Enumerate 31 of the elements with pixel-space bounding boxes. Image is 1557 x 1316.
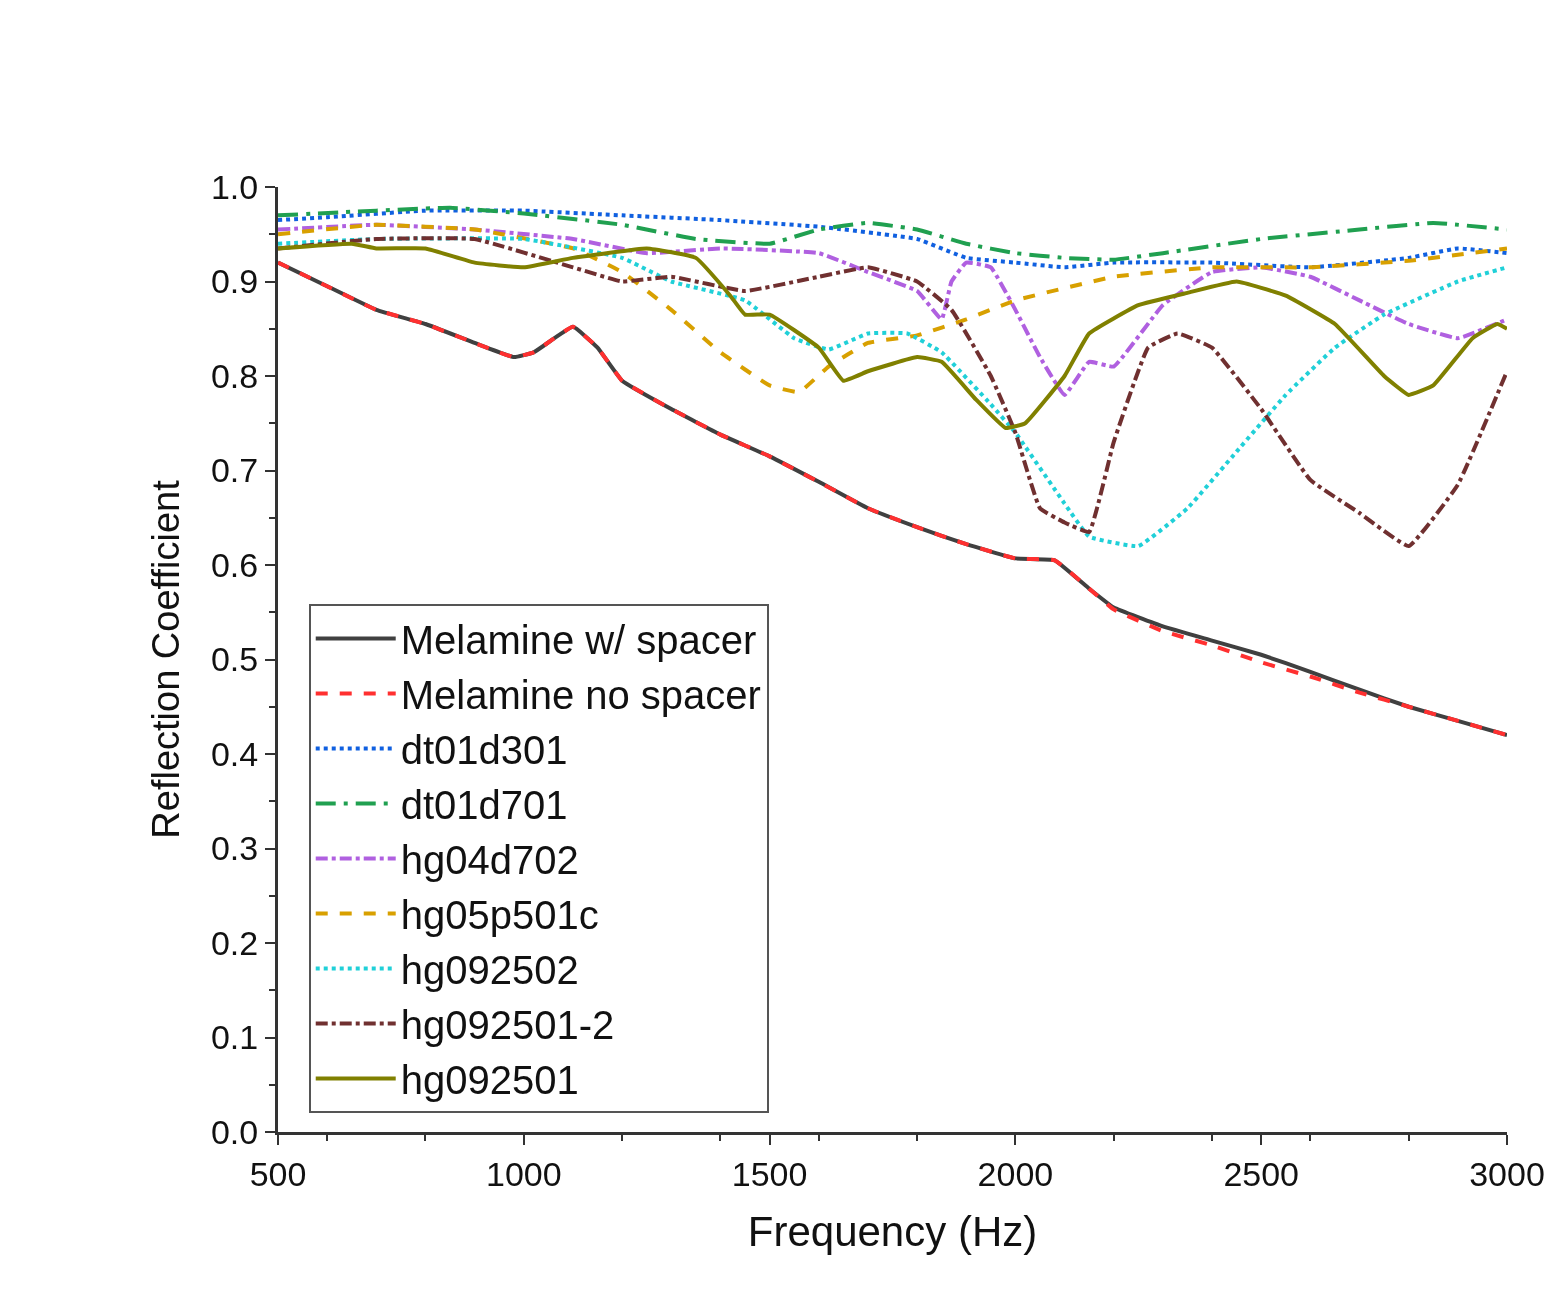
x-tick-label: 2500 <box>1223 1154 1300 1193</box>
legend-label: hg092502 <box>400 948 579 993</box>
y-tick-label: 0.4 <box>210 734 259 773</box>
legend-label: hg092501-2 <box>400 1003 615 1048</box>
x-tick-label: 3000 <box>1469 1154 1545 1193</box>
line-series <box>278 236 1507 549</box>
legend-label: hg04d702 <box>400 838 579 883</box>
line-series <box>278 241 1507 430</box>
y-axis-title: Reflection Coefficient <box>145 479 188 839</box>
x-tick-label: 1500 <box>731 1154 808 1193</box>
legend-label: dt01d701 <box>400 783 568 828</box>
x-axis-title: Frequency (Hz) <box>747 1207 1038 1255</box>
y-tick-label: 0.6 <box>210 545 259 584</box>
y-tick-label: 0.1 <box>210 1018 259 1057</box>
x-tick-label: 1000 <box>485 1154 562 1193</box>
legend-label: hg05p501c <box>400 893 599 938</box>
legend-label: Melamine no spacer <box>400 673 761 718</box>
x-tick-label: 500 <box>249 1154 307 1193</box>
y-tick-label: 0.2 <box>210 923 259 962</box>
legend-label: hg092501 <box>400 1058 579 1103</box>
y-tick-label: 0.5 <box>210 640 259 679</box>
y-tick-label: 0.9 <box>210 262 259 301</box>
legend-label: Melamine w/ spacer <box>400 618 757 663</box>
y-tick-label: 0.7 <box>210 451 259 490</box>
y-tick-label: 0.0 <box>210 1112 259 1151</box>
legend-label: dt01d301 <box>400 728 568 773</box>
line-series <box>278 208 1507 270</box>
y-tick-label: 0.8 <box>210 356 259 395</box>
y-tick-label: 1.0 <box>210 167 259 206</box>
x-tick-label: 2000 <box>977 1154 1054 1193</box>
y-tick-label: 0.3 <box>210 829 259 868</box>
